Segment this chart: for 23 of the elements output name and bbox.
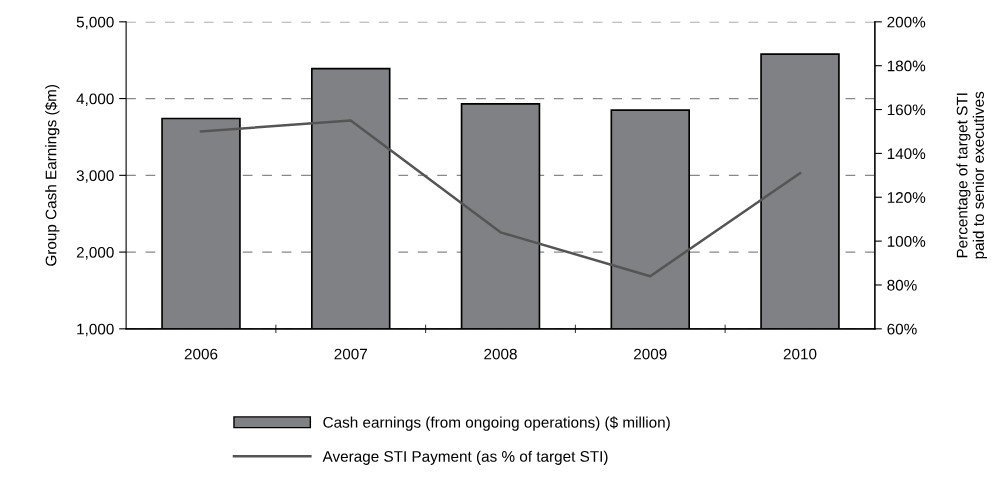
- y-axis-title: Group Cash Earnings ($m): [44, 84, 60, 266]
- y2-tick-label: 200%: [887, 16, 926, 28]
- y2-axis-title: Percentage of target STI paid to senior executives: [956, 91, 988, 259]
- x-tick-label: 2007: [334, 348, 367, 360]
- y2-tick-label: 60%: [887, 323, 917, 335]
- legend-label: Average STI Payment (as % of target STI): [322, 450, 608, 465]
- y-tick-label: 1,000: [77, 323, 114, 337]
- y2-tick-label: 120%: [887, 192, 926, 203]
- y-tick-label: 4,000: [76, 93, 114, 107]
- y-tick-label: 5,000: [76, 16, 114, 30]
- x-tick-label: 2008: [484, 348, 517, 360]
- y2-tick-label: 80%: [887, 279, 917, 291]
- x-tick-label: 2010: [783, 348, 817, 360]
- y2-tick-label: 180%: [887, 60, 926, 72]
- x-tick-label: 2009: [634, 348, 667, 360]
- y2-tick-label: 140%: [887, 148, 926, 160]
- x-tick-label: 2006: [184, 348, 218, 360]
- y-tick-label: 3,000: [76, 170, 114, 183]
- line-series: [199, 119, 802, 278]
- y-tick-label: 2,000: [76, 246, 114, 260]
- y2-tick-label: 160%: [887, 104, 926, 116]
- legend-label: Cash earnings (from ongoing operations) ($ million): [323, 416, 670, 431]
- y2-tick-label: 100%: [887, 235, 926, 247]
